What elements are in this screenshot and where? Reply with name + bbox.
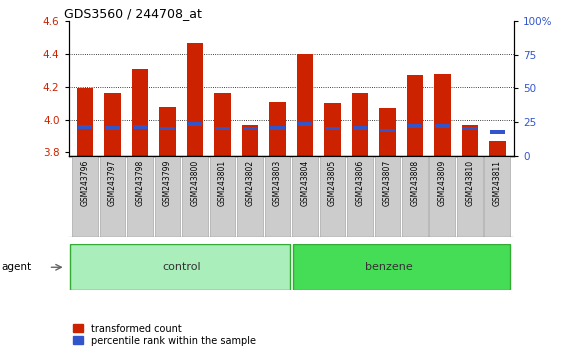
Text: GSM243798: GSM243798	[135, 160, 144, 206]
Bar	[104, 93, 120, 156]
Bar	[457, 156, 483, 237]
Bar	[127, 156, 153, 237]
Text: GSM243807: GSM243807	[383, 160, 392, 206]
Text: GSM243800: GSM243800	[191, 160, 199, 206]
Text: GSM243811: GSM243811	[493, 160, 502, 206]
Bar	[297, 122, 312, 126]
Bar	[325, 127, 340, 131]
Bar	[187, 122, 202, 126]
Text: benzene: benzene	[365, 262, 413, 272]
Bar	[352, 126, 367, 130]
Bar	[78, 125, 93, 129]
Bar	[292, 244, 510, 290]
Text: GSM243797: GSM243797	[108, 160, 117, 206]
Text: GSM243805: GSM243805	[328, 160, 337, 206]
Bar	[463, 127, 477, 131]
Bar	[182, 156, 208, 237]
Bar	[269, 102, 286, 156]
Bar	[70, 244, 290, 290]
Bar	[243, 127, 258, 131]
Bar	[99, 156, 126, 237]
Text: control: control	[162, 262, 200, 272]
Text: GSM243801: GSM243801	[218, 160, 227, 206]
Text: GSM243802: GSM243802	[246, 160, 255, 206]
Text: GSM243804: GSM243804	[300, 160, 309, 206]
Text: GSM243799: GSM243799	[163, 160, 172, 206]
Bar	[407, 75, 423, 156]
Bar	[105, 126, 120, 130]
Bar	[324, 103, 341, 156]
Text: agent: agent	[2, 262, 32, 272]
Bar	[429, 156, 455, 237]
Bar	[484, 156, 510, 237]
Bar	[489, 141, 506, 156]
Bar	[380, 129, 395, 132]
Text: GSM243796: GSM243796	[81, 160, 90, 206]
Text: GSM243806: GSM243806	[355, 160, 364, 206]
Bar	[237, 156, 263, 237]
Bar	[379, 108, 396, 156]
Bar	[347, 156, 373, 237]
Bar	[408, 124, 423, 128]
Bar	[155, 156, 180, 237]
Bar	[375, 156, 400, 237]
Text: GSM243803: GSM243803	[273, 160, 282, 206]
Bar	[434, 74, 451, 156]
Text: GSM243810: GSM243810	[465, 160, 475, 206]
Bar	[215, 127, 230, 131]
Text: GSM243808: GSM243808	[411, 160, 420, 206]
Bar	[292, 156, 318, 237]
Bar	[160, 127, 175, 131]
Bar	[132, 69, 148, 156]
Bar	[242, 125, 258, 156]
Bar	[270, 126, 285, 130]
Bar	[159, 107, 176, 156]
Bar	[264, 156, 291, 237]
Bar	[402, 156, 428, 237]
Bar	[490, 130, 505, 134]
Bar	[187, 42, 203, 156]
Bar	[320, 156, 345, 237]
Bar	[462, 125, 478, 156]
Text: GSM243809: GSM243809	[438, 160, 447, 206]
Text: GDS3560 / 244708_at: GDS3560 / 244708_at	[64, 7, 202, 20]
Bar	[132, 125, 147, 129]
Bar	[435, 124, 450, 128]
Bar	[352, 93, 368, 156]
Bar	[77, 88, 93, 156]
Legend: transformed count, percentile rank within the sample: transformed count, percentile rank withi…	[74, 324, 256, 346]
Bar	[297, 54, 313, 156]
Bar	[214, 93, 231, 156]
Bar	[72, 156, 98, 237]
Bar	[210, 156, 235, 237]
